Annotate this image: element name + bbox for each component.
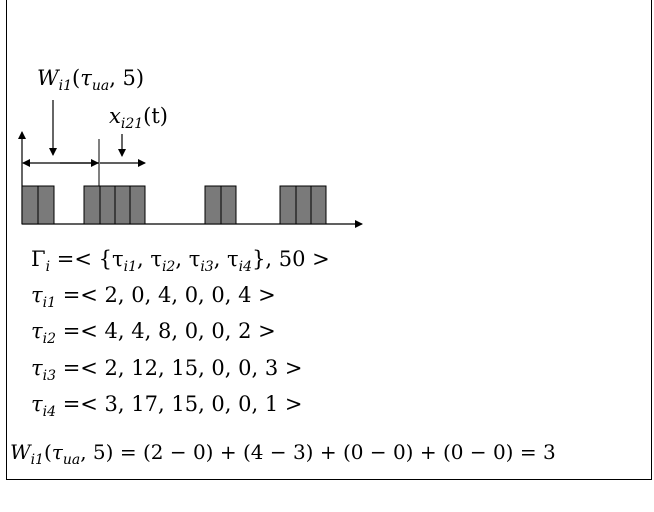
block (204, 185, 222, 225)
block (310, 185, 327, 225)
block (99, 185, 116, 225)
window-label: Wi1(τua, 5) (37, 66, 145, 94)
task-row: τi4 =< 3, 17, 15, 0, 0, 1 > (31, 392, 303, 420)
block (114, 185, 131, 225)
result-equation: Wi1(τua, 5) = (2 − 0) + (4 − 3) + (0 − 0… (10, 440, 556, 468)
block (37, 185, 55, 225)
block (83, 185, 101, 225)
task-row: τi2 =< 4, 4, 8, 0, 0, 2 > (31, 319, 276, 347)
block (220, 185, 237, 225)
block (21, 185, 39, 225)
block (129, 185, 146, 225)
task-row: τi1 =< 2, 0, 4, 0, 0, 4 > (31, 283, 276, 311)
task-row: τi3 =< 2, 12, 15, 0, 0, 3 > (31, 356, 303, 384)
job-label: xi21(t) (109, 104, 168, 132)
task-set-definition: Γi =< {τi1, τi2, τi3, τi4}, 50 > (31, 247, 330, 275)
block (279, 185, 297, 225)
figure-frame (6, 0, 652, 480)
block (295, 185, 312, 225)
job-blocks (21, 185, 327, 225)
